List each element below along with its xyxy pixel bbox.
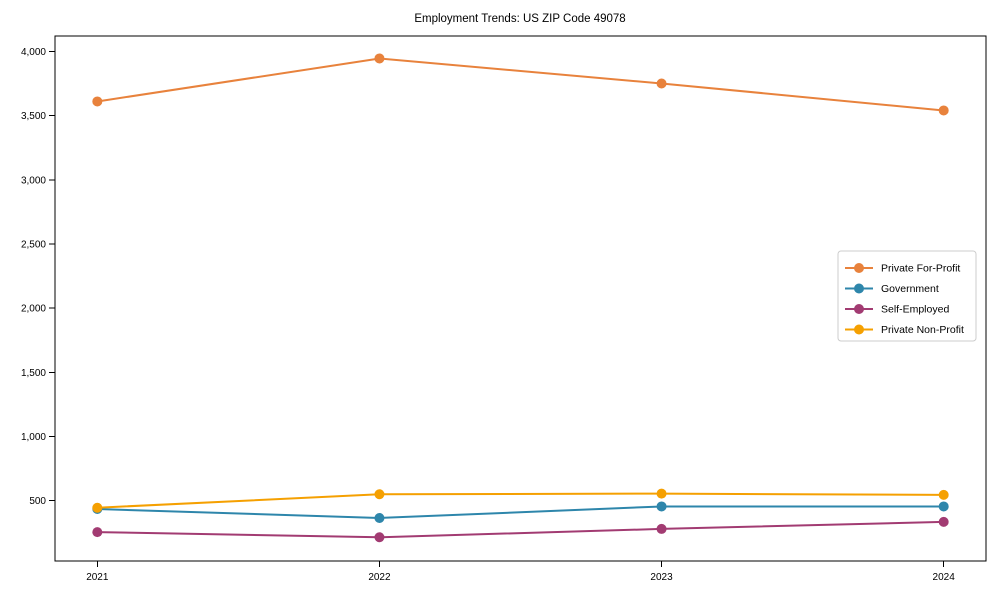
data-point-marker — [938, 516, 949, 527]
legend-label: Government — [881, 283, 939, 295]
y-tick-label: 2,500 — [21, 239, 46, 250]
series-line-self-employed — [96, 520, 945, 539]
series-self-employed — [92, 516, 949, 543]
data-point-marker — [374, 532, 385, 543]
data-point-marker — [374, 512, 385, 523]
y-tick-label: 3,500 — [21, 111, 46, 122]
legend-label: Self-Employed — [881, 304, 949, 316]
series-line-government — [96, 505, 945, 519]
data-point-marker — [92, 502, 103, 513]
legend: Private For-Profit Government Self-Employe… — [837, 250, 977, 342]
data-point-marker — [656, 488, 667, 499]
plot-border — [54, 35, 987, 562]
series-line-private-non-profit — [96, 492, 945, 509]
data-point-marker — [374, 53, 385, 64]
series-line-private-for-profit — [96, 57, 945, 112]
y-tick-label: 500 — [29, 496, 46, 507]
data-point-marker — [938, 105, 949, 116]
legend-marker — [854, 263, 864, 273]
data-point-marker — [938, 489, 949, 500]
data-point-marker — [656, 523, 667, 534]
data-point-marker — [374, 489, 385, 500]
legend-label: Private Non-Profit — [881, 324, 964, 336]
data-point-marker — [656, 78, 667, 89]
x-tick-label: 2024 — [933, 572, 956, 583]
legend-box — [837, 250, 977, 342]
x-tick-label: 2021 — [86, 572, 109, 583]
chart-title: Employment Trends: US ZIP Code 49078 — [414, 13, 625, 25]
x-tick-label: 2023 — [650, 572, 673, 583]
data-point-marker — [92, 527, 103, 538]
y-tick-label: 3,000 — [21, 175, 46, 186]
series-private-for-profit — [92, 53, 949, 116]
legend-label: Private For-Profit — [881, 263, 960, 275]
data-point-marker — [656, 501, 667, 512]
legend-marker — [854, 324, 864, 335]
y-tick-label: 1,000 — [21, 432, 46, 443]
y-tick-label: 4,000 — [21, 47, 46, 58]
legend-marker — [854, 304, 864, 314]
y-tick-label: 1,500 — [21, 368, 46, 379]
data-point-marker — [938, 501, 949, 512]
y-tick-label: 2,000 — [21, 304, 46, 315]
series-private-non-profit — [92, 488, 949, 513]
legend-marker — [854, 283, 864, 294]
x-tick-label: 2022 — [368, 572, 391, 583]
data-point-marker — [92, 96, 103, 107]
plot-area: 500 1,000 1,500 2,000 2,500 3,000 3,500 4,000 20… — [21, 35, 987, 583]
